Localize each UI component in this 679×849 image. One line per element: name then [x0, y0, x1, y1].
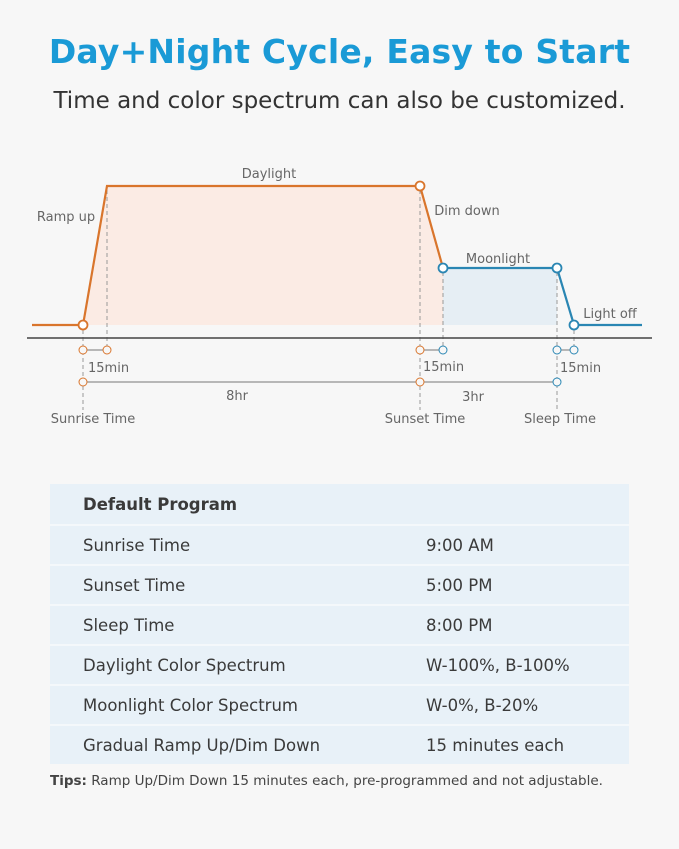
light-cycle-diagram: Daylight Ramp up Dim down Moonlight Ligh…	[27, 167, 652, 427]
sunrise-point	[77, 319, 89, 331]
row-label: Gradual Ramp Up/Dim Down	[83, 735, 321, 755]
label-dim-down: Dim down	[434, 204, 500, 219]
light-off-point	[568, 319, 580, 331]
label-ramp-duration: 15min	[88, 361, 129, 376]
daylight-fill	[83, 186, 443, 325]
row-value: W-100%, B-100%	[426, 655, 570, 675]
row-label: Sunrise Time	[83, 535, 191, 555]
moonlight-start-point	[437, 262, 449, 274]
daylight-curve	[32, 184, 445, 327]
page-title: Day+Night Cycle, Easy to Start	[48, 32, 631, 71]
label-dim-duration: 15min	[423, 360, 464, 375]
row-label: Sunset Time	[83, 575, 186, 595]
label-moonlight: Moonlight	[466, 252, 530, 267]
page-subtitle: Time and color spectrum can also be cust…	[53, 88, 626, 114]
label-moon-duration: 3hr	[462, 390, 485, 405]
label-off-duration: 15min	[560, 361, 601, 376]
label-sunrise-time: Sunrise Time	[51, 412, 135, 427]
table-header-label: Default Program	[83, 494, 238, 514]
label-day-duration: 8hr	[226, 389, 249, 404]
duration-row-15min	[78, 345, 579, 355]
table-row: Gradual Ramp Up/Dim Down 15 minutes each	[50, 724, 629, 764]
label-sleep-time: Sleep Time	[524, 412, 596, 427]
label-daylight: Daylight	[242, 167, 296, 182]
row-label: Moonlight Color Spectrum	[83, 695, 298, 715]
table-header: Default Program	[50, 484, 629, 524]
row-value: 15 minutes each	[426, 735, 565, 755]
tips-text: Ramp Up/Dim Down 15 minutes each, pre-pr…	[86, 773, 603, 789]
moonlight-fill	[443, 268, 557, 325]
guide-lines	[82, 190, 575, 410]
table-row: Sleep Time 8:00 PM	[50, 604, 629, 644]
row-label: Daylight Color Spectrum	[83, 655, 286, 675]
sunset-point	[414, 180, 426, 192]
tips-note: Tips: Ramp Up/Dim Down 15 minutes each, …	[50, 773, 603, 789]
table-row: Sunset Time 5:00 PM	[50, 564, 629, 604]
label-light-off: Light off	[583, 307, 638, 322]
row-label: Sleep Time	[83, 615, 175, 635]
label-sunset-time: Sunset Time	[385, 412, 466, 427]
duration-row-hours	[78, 377, 562, 387]
tips-label: Tips:	[50, 773, 87, 789]
table-row: Sunrise Time 9:00 AM	[50, 524, 629, 564]
row-value: 5:00 PM	[426, 575, 493, 595]
table-row: Moonlight Color Spectrum W-0%, B-20%	[50, 684, 629, 724]
row-value: 9:00 AM	[426, 535, 494, 555]
sleep-point	[551, 262, 563, 274]
label-ramp-up: Ramp up	[37, 210, 95, 225]
row-value: 8:00 PM	[426, 615, 493, 635]
default-program-table: Default Program Sunrise Time 9:00 AM Suns…	[50, 484, 629, 764]
moonlight-curve	[443, 266, 642, 327]
table-row: Daylight Color Spectrum W-100%, B-100%	[50, 644, 629, 684]
row-value: W-0%, B-20%	[426, 695, 539, 715]
